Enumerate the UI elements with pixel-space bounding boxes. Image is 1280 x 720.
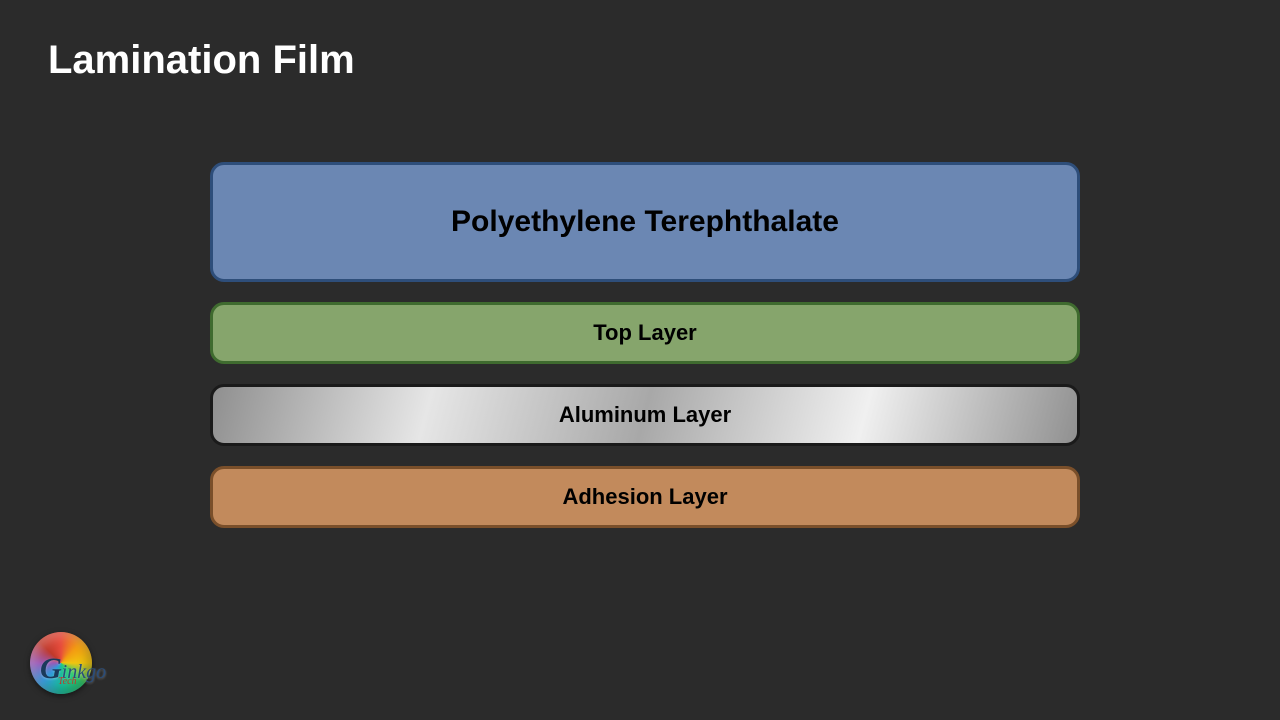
layer-top-label: Top Layer	[593, 320, 697, 346]
layer-pet-label: Polyethylene Terephthalate	[451, 205, 839, 239]
layer-pet: Polyethylene Terephthalate	[210, 162, 1080, 282]
layer-adhesion-label: Adhesion Layer	[562, 484, 727, 510]
layer-top: Top Layer	[210, 302, 1080, 364]
layer-adhesion: Adhesion Layer	[210, 466, 1080, 528]
layer-aluminum-label: Aluminum Layer	[559, 402, 731, 428]
layer-aluminum: Aluminum Layer	[210, 384, 1080, 446]
layer-stack: Polyethylene Terephthalate Top Layer Alu…	[210, 162, 1080, 548]
logo-subtext: Tech	[58, 676, 77, 687]
brand-logo: Ginkgo Tech	[28, 630, 118, 700]
page-title: Lamination Film	[48, 38, 355, 83]
